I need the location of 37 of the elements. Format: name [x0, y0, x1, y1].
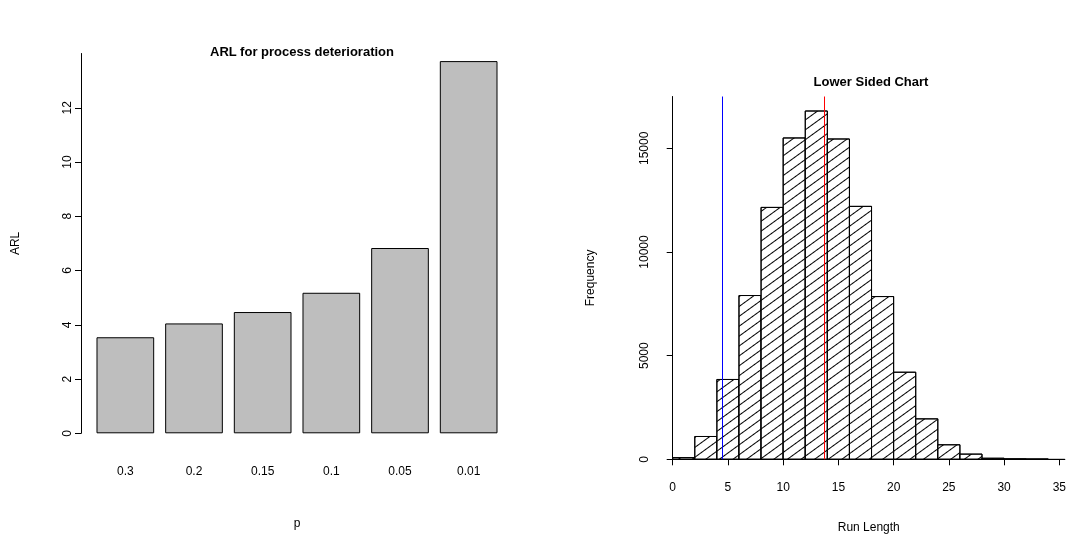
x-tick-label: 0.2 — [185, 464, 203, 479]
x-tick-label: 0.1 — [322, 464, 340, 479]
x-axis-title: Run Length — [837, 520, 900, 535]
y-tick-label: 0 — [60, 429, 74, 437]
bar — [233, 312, 292, 434]
y-tick-label: 2 — [60, 375, 74, 383]
x-tick-label: 0.3 — [116, 464, 134, 479]
bar — [96, 337, 155, 434]
y-tick-label: 0 — [636, 455, 651, 463]
x-tick-label: 15 — [831, 480, 846, 495]
x-tick-label: 0.05 — [388, 464, 412, 479]
x-tick-label: 0.15 — [250, 464, 275, 479]
x-axis-title: p — [293, 516, 301, 531]
x-tick-label: 10 — [776, 480, 791, 495]
x-tick-label: 30 — [997, 480, 1012, 495]
x-tick-label: 25 — [942, 480, 956, 495]
x-tick-label: 0 — [669, 480, 677, 495]
y-tick-label: 10 — [60, 155, 74, 169]
y-tick-label: 10000 — [636, 234, 651, 269]
y-axis-title: Frequency — [582, 249, 597, 307]
bar — [165, 323, 223, 434]
y-tick-label: 12 — [60, 100, 74, 115]
x-tick-label: 20 — [886, 480, 901, 495]
y-tick-label: 15000 — [636, 131, 651, 166]
bar — [302, 292, 361, 434]
bar — [439, 61, 498, 434]
y-tick-label: 4 — [60, 321, 74, 329]
bar — [371, 248, 429, 434]
x-tick-label: 5 — [724, 480, 732, 495]
y-tick-label: 5000 — [636, 341, 651, 369]
chart-title: ARL for process deterioration — [210, 44, 395, 59]
chart-title: Lower Sided Chart — [813, 74, 930, 89]
y-tick-label: 6 — [60, 266, 74, 274]
x-tick-label: 35 — [1052, 480, 1067, 495]
y-axis-title: ARL — [8, 231, 22, 256]
y-tick-label: 8 — [60, 212, 74, 220]
x-tick-label: 0.01 — [456, 464, 481, 479]
